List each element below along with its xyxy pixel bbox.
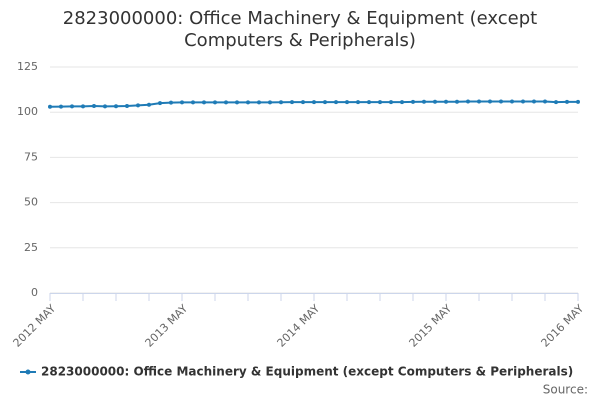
point bbox=[334, 100, 338, 105]
point bbox=[510, 99, 514, 104]
point bbox=[356, 100, 360, 105]
legend-label: 2823000000: Office Machinery & Equipment… bbox=[41, 365, 573, 379]
point bbox=[389, 100, 393, 105]
source-label: Source: bbox=[543, 383, 588, 397]
point bbox=[345, 100, 349, 105]
point bbox=[433, 99, 437, 104]
point bbox=[246, 100, 250, 105]
point bbox=[125, 104, 129, 109]
point bbox=[202, 100, 206, 105]
point bbox=[114, 104, 118, 109]
point bbox=[213, 100, 217, 105]
point bbox=[521, 99, 525, 104]
point bbox=[158, 101, 162, 106]
point bbox=[48, 104, 52, 109]
point bbox=[565, 99, 569, 104]
point bbox=[444, 99, 448, 104]
point bbox=[477, 99, 481, 104]
y-tick-label: 75 bbox=[24, 150, 38, 163]
point bbox=[224, 100, 228, 105]
point bbox=[70, 104, 74, 109]
point bbox=[466, 99, 470, 104]
point bbox=[367, 100, 371, 105]
y-tick-label: 0 bbox=[31, 286, 38, 299]
point bbox=[191, 100, 195, 105]
point bbox=[499, 99, 503, 104]
y-tick-label: 100 bbox=[17, 105, 38, 118]
point bbox=[312, 100, 316, 105]
point bbox=[169, 100, 173, 105]
point bbox=[400, 100, 404, 105]
point bbox=[532, 99, 536, 104]
point bbox=[147, 102, 151, 107]
point bbox=[136, 103, 140, 108]
point bbox=[422, 99, 426, 104]
chart-title: 2823000000: Office Machinery & Equipment… bbox=[62, 8, 538, 51]
x-tick-label: 2016 MAY bbox=[539, 302, 587, 350]
y-tick-label: 25 bbox=[24, 241, 38, 254]
point bbox=[543, 99, 547, 104]
point bbox=[455, 99, 459, 104]
point bbox=[257, 100, 261, 105]
point bbox=[378, 100, 382, 105]
x-tick-label: 2012 MAY bbox=[11, 302, 59, 350]
point bbox=[92, 104, 96, 109]
point bbox=[576, 99, 580, 104]
point bbox=[301, 100, 305, 105]
y-tick-label: 50 bbox=[24, 196, 38, 209]
point bbox=[235, 100, 239, 105]
x-tick-label: 2013 MAY bbox=[143, 302, 191, 350]
point bbox=[59, 104, 63, 109]
point bbox=[488, 99, 492, 104]
y-tick-label: 125 bbox=[17, 60, 38, 73]
point bbox=[103, 104, 107, 109]
x-tick-label: 2015 MAY bbox=[407, 302, 455, 350]
x-tick-label: 2014 MAY bbox=[275, 302, 323, 350]
point bbox=[81, 104, 85, 109]
point bbox=[279, 100, 283, 105]
point bbox=[323, 100, 327, 105]
legend-marker bbox=[25, 369, 31, 375]
point bbox=[411, 99, 415, 104]
point bbox=[180, 100, 184, 105]
point bbox=[290, 100, 294, 105]
point bbox=[554, 100, 558, 105]
point bbox=[268, 100, 272, 105]
